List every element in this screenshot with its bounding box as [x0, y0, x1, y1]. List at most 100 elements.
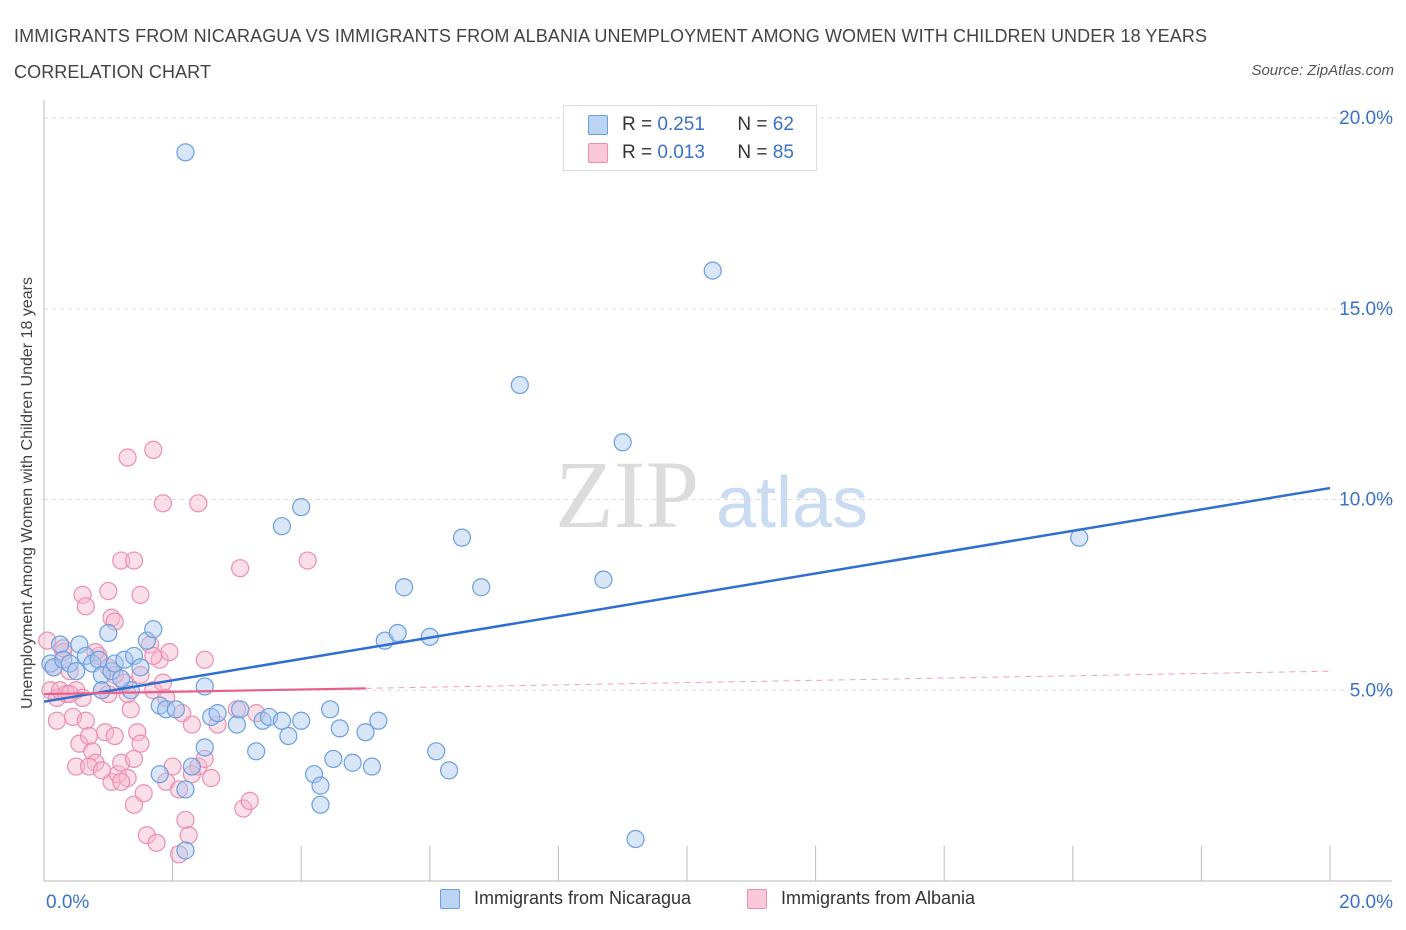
- nicaragua-point: [115, 650, 134, 669]
- legend-n-nicaragua: 62: [772, 114, 794, 135]
- albania-point: [83, 742, 102, 761]
- nicaragua-point: [99, 623, 118, 643]
- nicaragua-point: [311, 776, 330, 795]
- albania-point: [169, 780, 189, 799]
- trend-lines: [43, 486, 1331, 703]
- albania-point: [134, 784, 153, 803]
- legend-swatch-nicaragua: [588, 115, 608, 135]
- albania-point: [118, 448, 137, 467]
- legend-label-nicaragua: Immigrants from Nicaragua: [474, 888, 692, 908]
- nicaragua-point: [626, 829, 645, 849]
- albania-point: [105, 612, 124, 631]
- albania-point: [160, 642, 179, 662]
- albania-point: [112, 551, 131, 570]
- nicaragua-point: [272, 711, 292, 730]
- chart-title: IMMIGRANTS FROM NICARAGUA VS IMMIGRANTS …: [14, 26, 1208, 82]
- albania-point: [128, 723, 147, 742]
- nicaragua-point: [70, 635, 89, 654]
- albania-point: [79, 726, 99, 746]
- watermark-zip: ZIP: [555, 441, 699, 548]
- albania-point: [124, 551, 144, 570]
- legend-item-nicaragua: Immigrants from Nicaragua: [440, 888, 691, 909]
- nicaragua-point: [703, 261, 722, 280]
- legend-r-nicaragua: 0.251: [657, 114, 705, 135]
- nicaragua-point: [369, 711, 388, 730]
- nicaragua-point: [311, 795, 330, 814]
- nicaragua-point: [394, 578, 414, 597]
- stats-legend: R = 0.251 N = 62 R = 0.013 N = 85: [563, 105, 817, 171]
- nicaragua-point: [182, 757, 201, 776]
- albania-trend-line-extension: [365, 670, 1331, 689]
- albania-point: [131, 585, 150, 604]
- legend-r-label: R =: [622, 114, 653, 135]
- albania-point: [95, 723, 115, 742]
- nicaragua-point: [105, 654, 124, 673]
- nicaragua-point: [150, 765, 169, 784]
- albania-point: [182, 765, 201, 784]
- nicaragua-point: [67, 662, 86, 681]
- nicaragua-point: [137, 631, 156, 650]
- albania-point: [76, 711, 95, 730]
- nicaragua-point: [388, 623, 407, 643]
- legend-n-label: N =: [737, 142, 768, 163]
- nicaragua-point: [50, 635, 70, 654]
- nicaragua-point: [176, 780, 195, 799]
- albania-point: [99, 581, 118, 601]
- nicaragua-point: [472, 578, 491, 597]
- nicaragua-point: [176, 143, 195, 162]
- nicaragua-point: [272, 517, 292, 536]
- albania-point: [121, 700, 140, 719]
- legend-row-nicaragua: R = 0.251 N = 62: [588, 112, 794, 138]
- albania-point: [179, 826, 198, 845]
- albania-point: [195, 650, 214, 669]
- tick-labels: 5.0% 10.0% 15.0% 20.0% 0.0% 20.0%: [46, 108, 1393, 913]
- x-tick-label: 20.0%: [1339, 892, 1393, 913]
- nicaragua-trend-line: [43, 486, 1331, 703]
- albania-point: [144, 440, 163, 460]
- albania-point: [234, 799, 253, 818]
- legend-item-albania: Immigrants from Albania: [747, 888, 975, 909]
- albania-point: [131, 734, 150, 753]
- albania-point: [124, 749, 144, 769]
- nicaragua-point: [304, 765, 324, 784]
- albania-point: [147, 833, 166, 852]
- legend-r-albania: 0.013: [657, 142, 705, 163]
- legend-row-albania: R = 0.013 N = 85: [588, 140, 794, 166]
- legend-label-albania: Immigrants from Albania: [781, 888, 976, 908]
- albania-point: [131, 665, 150, 685]
- legend-r-label: R =: [622, 142, 653, 163]
- nicaragua-point: [439, 761, 459, 780]
- watermark-atlas: atlas: [716, 463, 868, 543]
- nicaragua-point: [112, 669, 131, 688]
- albania-point: [73, 585, 92, 604]
- y-tick-label: 15.0%: [1339, 299, 1393, 320]
- nicaragua-point: [356, 723, 375, 742]
- albania-point: [153, 494, 173, 513]
- nicaragua-point: [195, 738, 214, 757]
- albania-point: [202, 768, 221, 788]
- nicaragua-point: [292, 711, 311, 730]
- albania-point: [176, 810, 195, 830]
- nicaragua-point: [247, 742, 266, 761]
- nicaragua-point: [176, 841, 195, 860]
- albania-point: [76, 597, 95, 616]
- x-tick-label: 0.0%: [46, 892, 89, 913]
- y-tick-label: 20.0%: [1339, 108, 1393, 129]
- nicaragua-point: [321, 700, 340, 719]
- nicaragua-point: [330, 719, 349, 738]
- source-label: Source: ZipAtlas.com: [1251, 62, 1394, 79]
- albania-point: [137, 826, 156, 845]
- legend-n-label: N =: [737, 114, 768, 135]
- nicaragua-point: [510, 375, 529, 395]
- albania-point: [112, 772, 131, 791]
- albania-point: [92, 761, 111, 780]
- nicaragua-point: [279, 726, 298, 746]
- nicaragua-point: [343, 753, 362, 772]
- gridlines: [44, 117, 1392, 691]
- albania-point: [189, 757, 208, 776]
- nicaragua-point: [613, 433, 632, 452]
- y-tick-label: 5.0%: [1350, 680, 1393, 701]
- legend-swatch-albania: [588, 143, 608, 163]
- legend-n-albania: 85: [772, 142, 794, 163]
